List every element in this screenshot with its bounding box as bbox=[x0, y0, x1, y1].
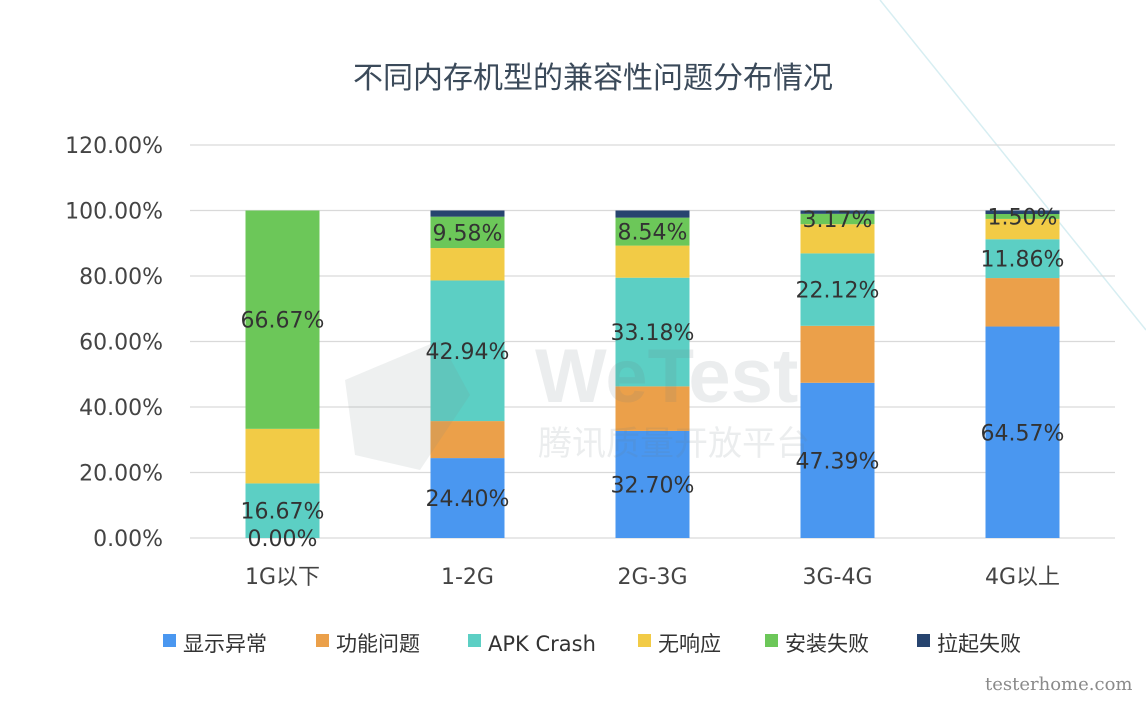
y-tick-label: 80.00% bbox=[79, 265, 163, 290]
bars bbox=[245, 210, 1060, 538]
data-label: 42.94% bbox=[426, 340, 510, 365]
y-tick-label: 60.00% bbox=[79, 331, 163, 356]
legend-item-label: 显示异常 bbox=[183, 632, 267, 656]
bar-segment bbox=[430, 216, 505, 249]
data-label: 1.50% bbox=[988, 205, 1058, 230]
bar-segment bbox=[615, 245, 690, 278]
watermark-logo-text: WeTest bbox=[535, 334, 798, 419]
legend-swatch bbox=[765, 634, 778, 647]
bar-segment bbox=[985, 218, 1060, 240]
y-tick-label: 20.00% bbox=[79, 462, 163, 487]
legend-item-label: 拉起失败 bbox=[937, 632, 1021, 656]
bar-segment bbox=[985, 326, 1060, 538]
bar-segment bbox=[430, 248, 505, 281]
bar-segment bbox=[985, 278, 1060, 327]
bar-segment bbox=[800, 213, 875, 225]
bar-segment bbox=[615, 277, 690, 387]
x-tick-label: 4G以上 bbox=[985, 565, 1060, 590]
x-axis: 1G以下 1-2G 2G-3G 3G-4G 4G以上 bbox=[245, 565, 1060, 590]
decorative-line bbox=[879, 0, 1146, 331]
x-tick-label: 3G-4G bbox=[802, 565, 872, 590]
bar-segment bbox=[615, 386, 690, 431]
data-label: 9.58% bbox=[433, 221, 503, 246]
data-label: 32.70% bbox=[611, 473, 695, 498]
data-labels: 66.67% 16.67%0.00% 9.58% 42.94% 24.40% 8.54% 3… bbox=[241, 205, 1065, 552]
watermark-subtitle: 腾讯质量开放平台 bbox=[538, 424, 810, 464]
data-label: 22.12% bbox=[796, 279, 880, 304]
chart-title: 不同内存机型的兼容性问题分布情况 bbox=[353, 61, 833, 96]
bar-segment bbox=[615, 210, 690, 218]
bar-segment bbox=[245, 428, 320, 484]
y-tick-label: 120.00% bbox=[65, 134, 163, 159]
data-label: 64.57% bbox=[981, 421, 1065, 446]
legend-swatch bbox=[316, 634, 329, 647]
data-label: 33.18% bbox=[611, 321, 695, 346]
y-axis: 0.00% 20.00% 40.00% 60.00% 80.00% 100.00% 120.… bbox=[65, 134, 163, 552]
x-tick-label: 1-2G bbox=[441, 565, 494, 590]
bar-segment bbox=[800, 224, 875, 254]
bar-segment bbox=[985, 214, 1060, 219]
data-label: 11.86% bbox=[981, 248, 1065, 273]
bar-segment bbox=[245, 210, 320, 429]
legend-swatch bbox=[163, 634, 176, 647]
bar-segment bbox=[615, 430, 690, 538]
bar-segment bbox=[800, 210, 875, 214]
legend-item-label: APK Crash bbox=[488, 632, 596, 656]
bar-segment bbox=[430, 210, 505, 217]
data-label: 3.17% bbox=[803, 208, 873, 233]
bar-segment bbox=[985, 239, 1060, 279]
watermark-logo-icon bbox=[345, 340, 470, 470]
data-label: 24.40% bbox=[426, 487, 510, 512]
bar-segment bbox=[800, 325, 875, 383]
bar-segment bbox=[245, 483, 320, 538]
bar-segment bbox=[430, 421, 505, 459]
y-tick-label: 0.00% bbox=[93, 527, 163, 552]
y-tick-label: 100.00% bbox=[65, 200, 163, 225]
x-tick-label: 1G以下 bbox=[245, 565, 320, 590]
watermark: WeTest 腾讯质量开放平台 bbox=[345, 334, 810, 470]
data-label: 66.67% bbox=[241, 309, 325, 334]
legend-swatch bbox=[917, 634, 930, 647]
data-label: 47.39% bbox=[796, 449, 880, 474]
bar-segment bbox=[430, 458, 505, 538]
y-tick-label: 40.00% bbox=[79, 396, 163, 421]
bar-segment bbox=[800, 382, 875, 538]
bar-segment bbox=[430, 280, 505, 422]
legend-item-label: 无响应 bbox=[658, 632, 721, 656]
legend-item-label: 功能问题 bbox=[336, 632, 420, 656]
legend-swatch bbox=[468, 634, 481, 647]
x-tick-label: 2G-3G bbox=[617, 565, 687, 590]
data-label: 8.54% bbox=[618, 221, 688, 246]
legend-swatch bbox=[638, 634, 651, 647]
legend-item-label: 安装失败 bbox=[785, 632, 869, 656]
data-label: 0.00% bbox=[248, 527, 318, 552]
bar-segment bbox=[615, 217, 690, 246]
legend: 显示异常 功能问题 APK Crash 无响应 安装失败 拉起失败 bbox=[163, 632, 1021, 656]
data-label: 16.67% bbox=[241, 500, 325, 525]
corner-watermark: testerhome.com bbox=[985, 674, 1132, 695]
bar-segment bbox=[985, 210, 1060, 215]
bar-segment bbox=[800, 253, 875, 326]
